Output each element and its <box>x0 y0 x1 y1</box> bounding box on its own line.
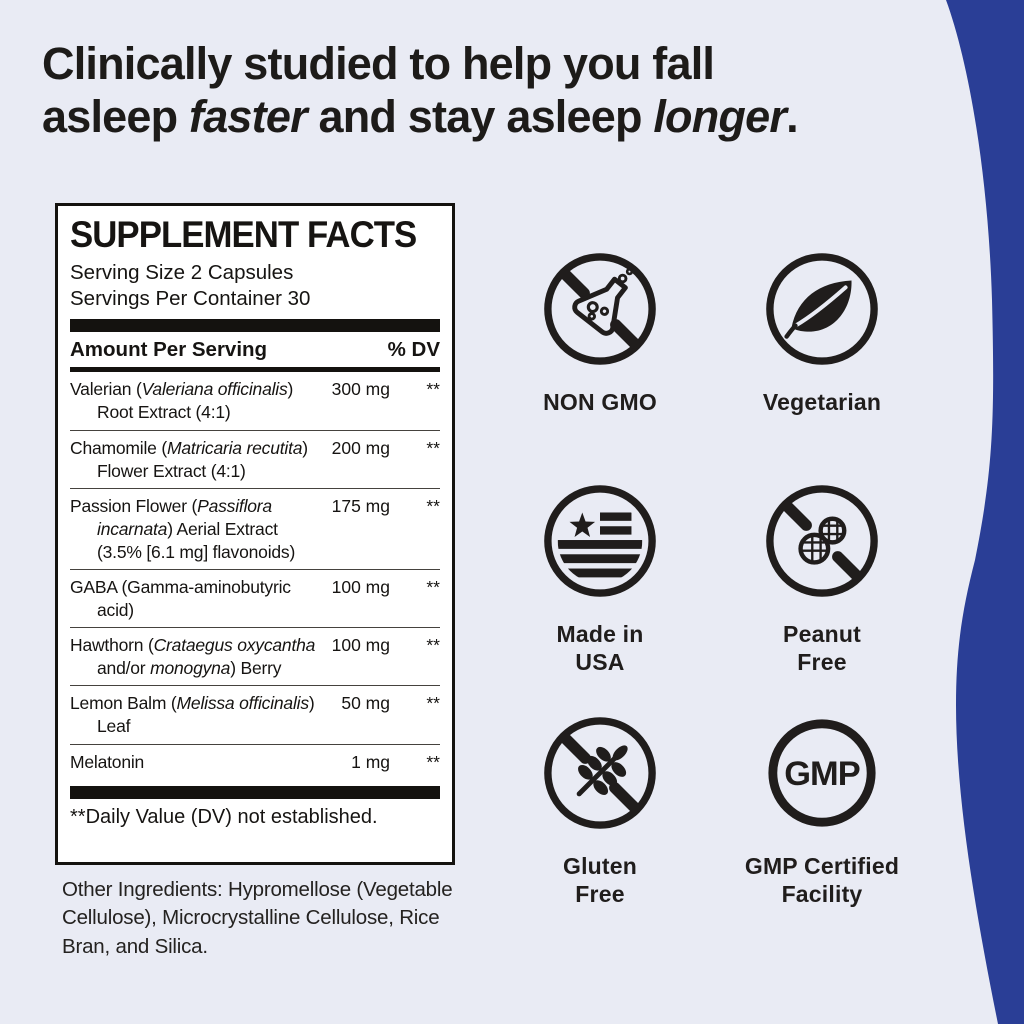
supplement-facts-title: SUPPLEMENT FACTS <box>70 214 417 255</box>
ingredient-dv: ** <box>426 437 440 458</box>
ingredient-name: Melatonin <box>70 751 145 772</box>
ingredient-name: GABA (Gamma-aminobutyric acid) <box>70 576 291 621</box>
badge-vegetarian: Vegetarian <box>711 250 933 482</box>
percent-dv-header: % DV <box>387 338 440 362</box>
badge-label: Peanut Free <box>783 621 861 676</box>
badge-label: NON GMO <box>543 389 657 415</box>
badge-non-gmo: NON GMO <box>489 250 711 482</box>
ingredient-dv: ** <box>426 635 440 656</box>
badge-gmp-certified: GMP GMP Certified Facility <box>711 714 933 946</box>
headline: Clinically studied to help you fall asle… <box>42 38 799 143</box>
badge-label: Made in USA <box>556 621 644 676</box>
ingredient-name: Hawthorn (Crataegus oxycantha and/or mon… <box>70 635 316 679</box>
divider-thick-top <box>70 319 440 333</box>
ingredient-amount: 200 mg <box>331 437 390 458</box>
ingredient-name: Valerian (Valeriana officinalis) Root Ex… <box>70 379 294 423</box>
ingredient-amount: 100 mg <box>331 635 390 656</box>
ingredient-amount: 175 mg <box>331 495 390 516</box>
other-ingredients: Other Ingredients: Hypromellose (Vegetab… <box>62 878 453 958</box>
badge-label: GMP Certified Facility <box>744 853 900 908</box>
serving-size: Serving Size 2 Capsules <box>70 260 294 284</box>
ingredient-row: Chamomile (Matricaria recutita) Flower E… <box>70 431 440 489</box>
gmp-icon: GMP <box>768 719 876 827</box>
badge-label: Vegetarian <box>762 389 882 415</box>
ingredient-rows: Valerian (Valeriana officinalis) Root Ex… <box>70 372 440 778</box>
ingredient-row: Lemon Balm (Melissa officinalis) Leaf 50 … <box>70 686 440 745</box>
ingredient-name: Lemon Balm (Melissa officinalis) Leaf <box>70 693 315 737</box>
badge-gluten-free: Gluten Free <box>489 714 711 946</box>
amount-per-serving-header: Amount Per Serving <box>70 338 268 362</box>
ingredient-dv: ** <box>426 576 440 597</box>
ingredient-name: Chamomile (Matricaria recutita) Flower E… <box>70 437 308 481</box>
ingredient-amount: 50 mg <box>341 693 390 714</box>
ingredient-name: Passion Flower (Passiflora incarnata) Ae… <box>70 495 296 562</box>
ingredient-amount: 300 mg <box>331 379 390 400</box>
headline-line-1: Clinically studied to help you fall <box>42 38 715 89</box>
ingredient-row: Hawthorn (Crataegus oxycantha and/or mon… <box>70 628 440 687</box>
ingredient-row: Melatonin 1 mg ** <box>70 745 440 779</box>
no-wheat-icon <box>544 717 656 829</box>
column-header-row: Amount Per Serving % DV <box>70 332 440 367</box>
divider-thick-bottom <box>70 785 440 799</box>
headline-line-2: asleep faster and stay asleep longer. <box>42 90 799 142</box>
ingredient-row: Valerian (Valeriana officinalis) Root Ex… <box>70 372 440 431</box>
ingredient-amount: 1 mg <box>351 751 390 772</box>
gmp-icon-text: GMP <box>784 755 859 793</box>
daily-value-footnote: **Daily Value (DV) not established. <box>70 805 378 828</box>
leaf-icon <box>766 253 878 365</box>
serving-info: Serving Size 2 Capsules Servings Per Con… <box>70 260 440 312</box>
ingredient-dv: ** <box>426 751 440 772</box>
ingredient-row: Passion Flower (Passiflora incarnata) Ae… <box>70 489 440 570</box>
supplement-facts-panel: SUPPLEMENT FACTS Serving Size 2 Capsules… <box>55 203 455 865</box>
divider-medium <box>70 367 440 373</box>
ingredient-dv: ** <box>426 693 440 714</box>
certification-badges: NON GMO Vegetarian <box>489 250 933 946</box>
usa-flag-icon <box>544 485 656 597</box>
badge-peanut-free: Peanut Free <box>711 482 933 714</box>
ingredient-amount: 100 mg <box>331 576 390 597</box>
badge-made-in-usa: Made in USA <box>489 482 711 714</box>
ingredient-row: GABA (Gamma-aminobutyric acid) 100 mg ** <box>70 570 440 629</box>
ingredient-dv: ** <box>426 379 440 400</box>
badge-label: Gluten Free <box>562 853 638 908</box>
no-flask-icon <box>544 253 656 365</box>
ingredient-dv: ** <box>426 495 440 516</box>
no-peanut-icon <box>766 485 878 597</box>
servings-per-container: Servings Per Container 30 <box>70 287 311 311</box>
